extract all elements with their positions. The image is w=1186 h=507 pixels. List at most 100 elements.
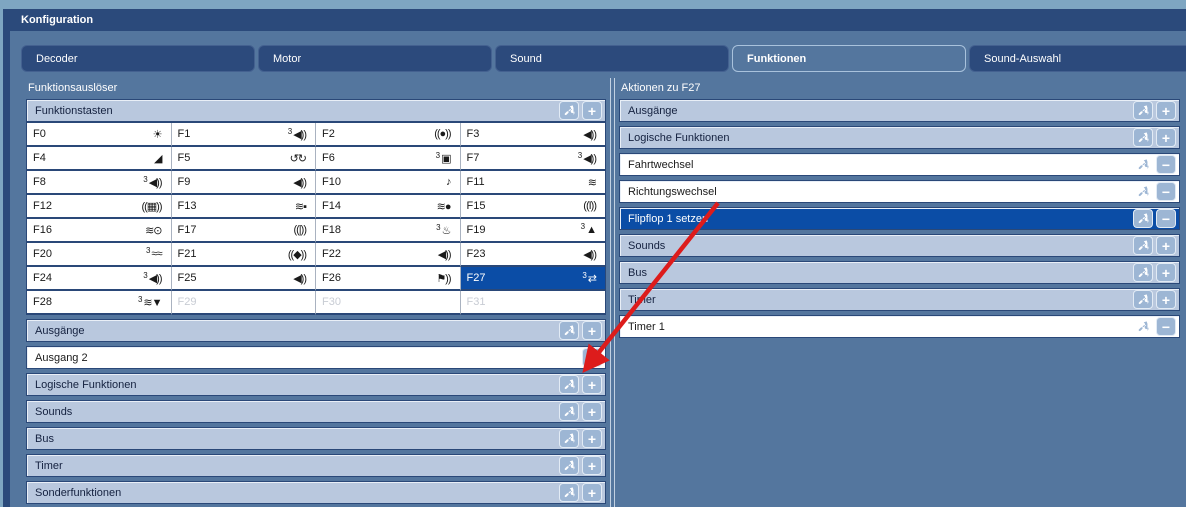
tab-decoder[interactable]: Decoder: [21, 45, 255, 72]
action-row-logische-funktionen: Logische Funktionen +: [619, 126, 1180, 149]
wrench-button[interactable]: [1133, 155, 1153, 174]
row-label: Fahrtwechsel: [628, 158, 694, 171]
function-key-label: F23: [466, 248, 486, 260]
function-key-cell-f23[interactable]: F23 ◀)): [460, 243, 605, 267]
function-key-cell-f3[interactable]: F3 ◀)): [460, 123, 605, 147]
add-button[interactable]: +: [582, 456, 602, 475]
function-key-cell-f22[interactable]: F22 ◀)): [316, 243, 461, 267]
function-key-cell-f28[interactable]: F28 3 ≋▼: [27, 291, 172, 315]
function-key-cell-f17[interactable]: F17 ((|)): [171, 219, 316, 243]
wrench-button[interactable]: [559, 429, 579, 448]
function-key-label: F31: [466, 296, 486, 308]
function-key-cell-f7[interactable]: F7 3 ◀)): [460, 147, 605, 171]
function-key-cell-f9[interactable]: F9 ◀)): [171, 171, 316, 195]
add-button[interactable]: +: [582, 375, 602, 394]
add-button[interactable]: +: [1156, 290, 1176, 309]
left-row-ausgang-2[interactable]: Ausgang 2 −: [26, 346, 606, 369]
left-row-sounds: Sounds +: [26, 400, 606, 423]
wrench-button[interactable]: [559, 456, 579, 475]
tab-sound-auswahl[interactable]: Sound-Auswahl: [969, 45, 1186, 72]
remove-button[interactable]: −: [1156, 155, 1176, 174]
wrench-button[interactable]: [1133, 317, 1153, 336]
tab-label: Sound: [510, 52, 542, 65]
function-key-cell-f14[interactable]: F14 ≋●: [316, 195, 461, 219]
wrench-button[interactable]: [559, 483, 579, 502]
wrench-button[interactable]: [559, 375, 579, 394]
function-key-cell-f2[interactable]: F2 ((●)): [316, 123, 461, 147]
wrench-button[interactable]: [1133, 182, 1153, 201]
wrench-button[interactable]: [1133, 236, 1153, 255]
wrench-button[interactable]: [1133, 209, 1153, 228]
wrench-button[interactable]: [559, 321, 579, 340]
wrench-button[interactable]: [1133, 263, 1153, 282]
function-key-cell-f25[interactable]: F25 ◀)): [171, 267, 316, 291]
tab-funktionen[interactable]: Funktionen: [732, 45, 966, 72]
function-key-cell-f0[interactable]: F0 ☀: [27, 123, 172, 147]
function-key-cell-f31: F31: [460, 291, 605, 315]
wrench-button[interactable]: [1133, 101, 1153, 120]
function-key-cell-f27[interactable]: F27 3 ⇄: [460, 267, 605, 291]
function-key-cell-f13[interactable]: F13 ≋▪: [171, 195, 316, 219]
icon-prefix: 3: [143, 174, 148, 184]
function-key-cell-f10[interactable]: F10 ♪: [316, 171, 461, 195]
function-key-cell-f6[interactable]: F6 3 ▣: [316, 147, 461, 171]
remove-button[interactable]: −: [1156, 182, 1176, 201]
action-row-timer: Timer +: [619, 288, 1180, 311]
wrench-button[interactable]: [559, 101, 579, 120]
add-button[interactable]: +: [1156, 128, 1176, 147]
function-key-cell-f11[interactable]: F11 ≋: [460, 171, 605, 195]
add-button[interactable]: +: [1156, 101, 1176, 120]
function-key-cell-f20[interactable]: F20 3 ≈≈: [27, 243, 172, 267]
action-row-fahrtwechsel[interactable]: Fahrtwechsel −: [619, 153, 1180, 176]
action-row-flipflop-1-setzen[interactable]: Flipflop 1 setzen −: [619, 207, 1180, 230]
minus-icon: −: [1161, 318, 1171, 335]
action-row-richtungswechsel[interactable]: Richtungswechsel −: [619, 180, 1180, 203]
add-button[interactable]: +: [582, 483, 602, 502]
add-button[interactable]: +: [582, 402, 602, 421]
minus-icon: −: [1161, 210, 1171, 227]
function-key-label: F20: [33, 248, 52, 260]
function-key-cell-f8[interactable]: F8 3 ◀)): [27, 171, 172, 195]
function-key-cell-f5[interactable]: F5 ↺↻: [171, 147, 316, 171]
wrench-button[interactable]: [559, 402, 579, 421]
left-row-ausgänge: Ausgänge +: [26, 319, 606, 342]
add-button[interactable]: +: [582, 101, 602, 120]
remove-button[interactable]: −: [582, 348, 602, 367]
function-key-label: F29: [177, 296, 197, 308]
function-key-cell-f1[interactable]: F1 3 ◀)): [171, 123, 316, 147]
remove-button[interactable]: −: [1156, 209, 1176, 228]
function-key-cell-f21[interactable]: F21 ((◆)): [171, 243, 316, 267]
function-key-label: F5: [177, 152, 191, 164]
tab-sound[interactable]: Sound: [495, 45, 729, 72]
icon-prefix: 3: [582, 270, 587, 280]
function-key-cell-f24[interactable]: F24 3 ◀)): [27, 267, 172, 291]
add-button[interactable]: +: [1156, 263, 1176, 282]
wrench-icon: [1138, 213, 1148, 224]
wrench-icon: [564, 406, 574, 417]
function-key-cell-f15[interactable]: F15 ((I)): [460, 195, 605, 219]
function-key-cell-f4[interactable]: F4 ◢: [27, 147, 172, 171]
wrench-button[interactable]: [1133, 128, 1153, 147]
function-key-cell-f18[interactable]: F18 3 ♨: [316, 219, 461, 243]
add-button[interactable]: +: [582, 321, 602, 340]
function-key-label: F27: [466, 272, 486, 284]
flag-horn-icon: ⚑)): [436, 272, 451, 285]
function-key-cell-f12[interactable]: F12 ((▦)): [27, 195, 172, 219]
tab-motor[interactable]: Motor: [258, 45, 492, 72]
function-key-cell-f19[interactable]: F19 3 ▲: [460, 219, 605, 243]
action-row-timer-1[interactable]: Timer 1 −: [619, 315, 1180, 338]
function-key-label: F24: [33, 272, 52, 284]
row-label: Sounds: [628, 239, 666, 252]
add-button[interactable]: +: [582, 429, 602, 448]
remove-button[interactable]: −: [1156, 317, 1176, 336]
wrench-icon: [1138, 105, 1148, 116]
wrench-button[interactable]: [1133, 290, 1153, 309]
function-key-cell-f26[interactable]: F26 ⚑)): [316, 267, 461, 291]
tab-label: Motor: [273, 52, 302, 65]
tab-bar: Decoder Motor Sound Funktionen Sound-Auswahl: [21, 45, 1186, 72]
function-key-cell-f16[interactable]: F16 ≋⊙: [27, 219, 172, 243]
add-button[interactable]: +: [1156, 236, 1176, 255]
tab-label: Sound-Auswahl: [984, 52, 1062, 65]
wrench-icon: [564, 105, 574, 116]
function-key-label: F28: [33, 296, 52, 308]
